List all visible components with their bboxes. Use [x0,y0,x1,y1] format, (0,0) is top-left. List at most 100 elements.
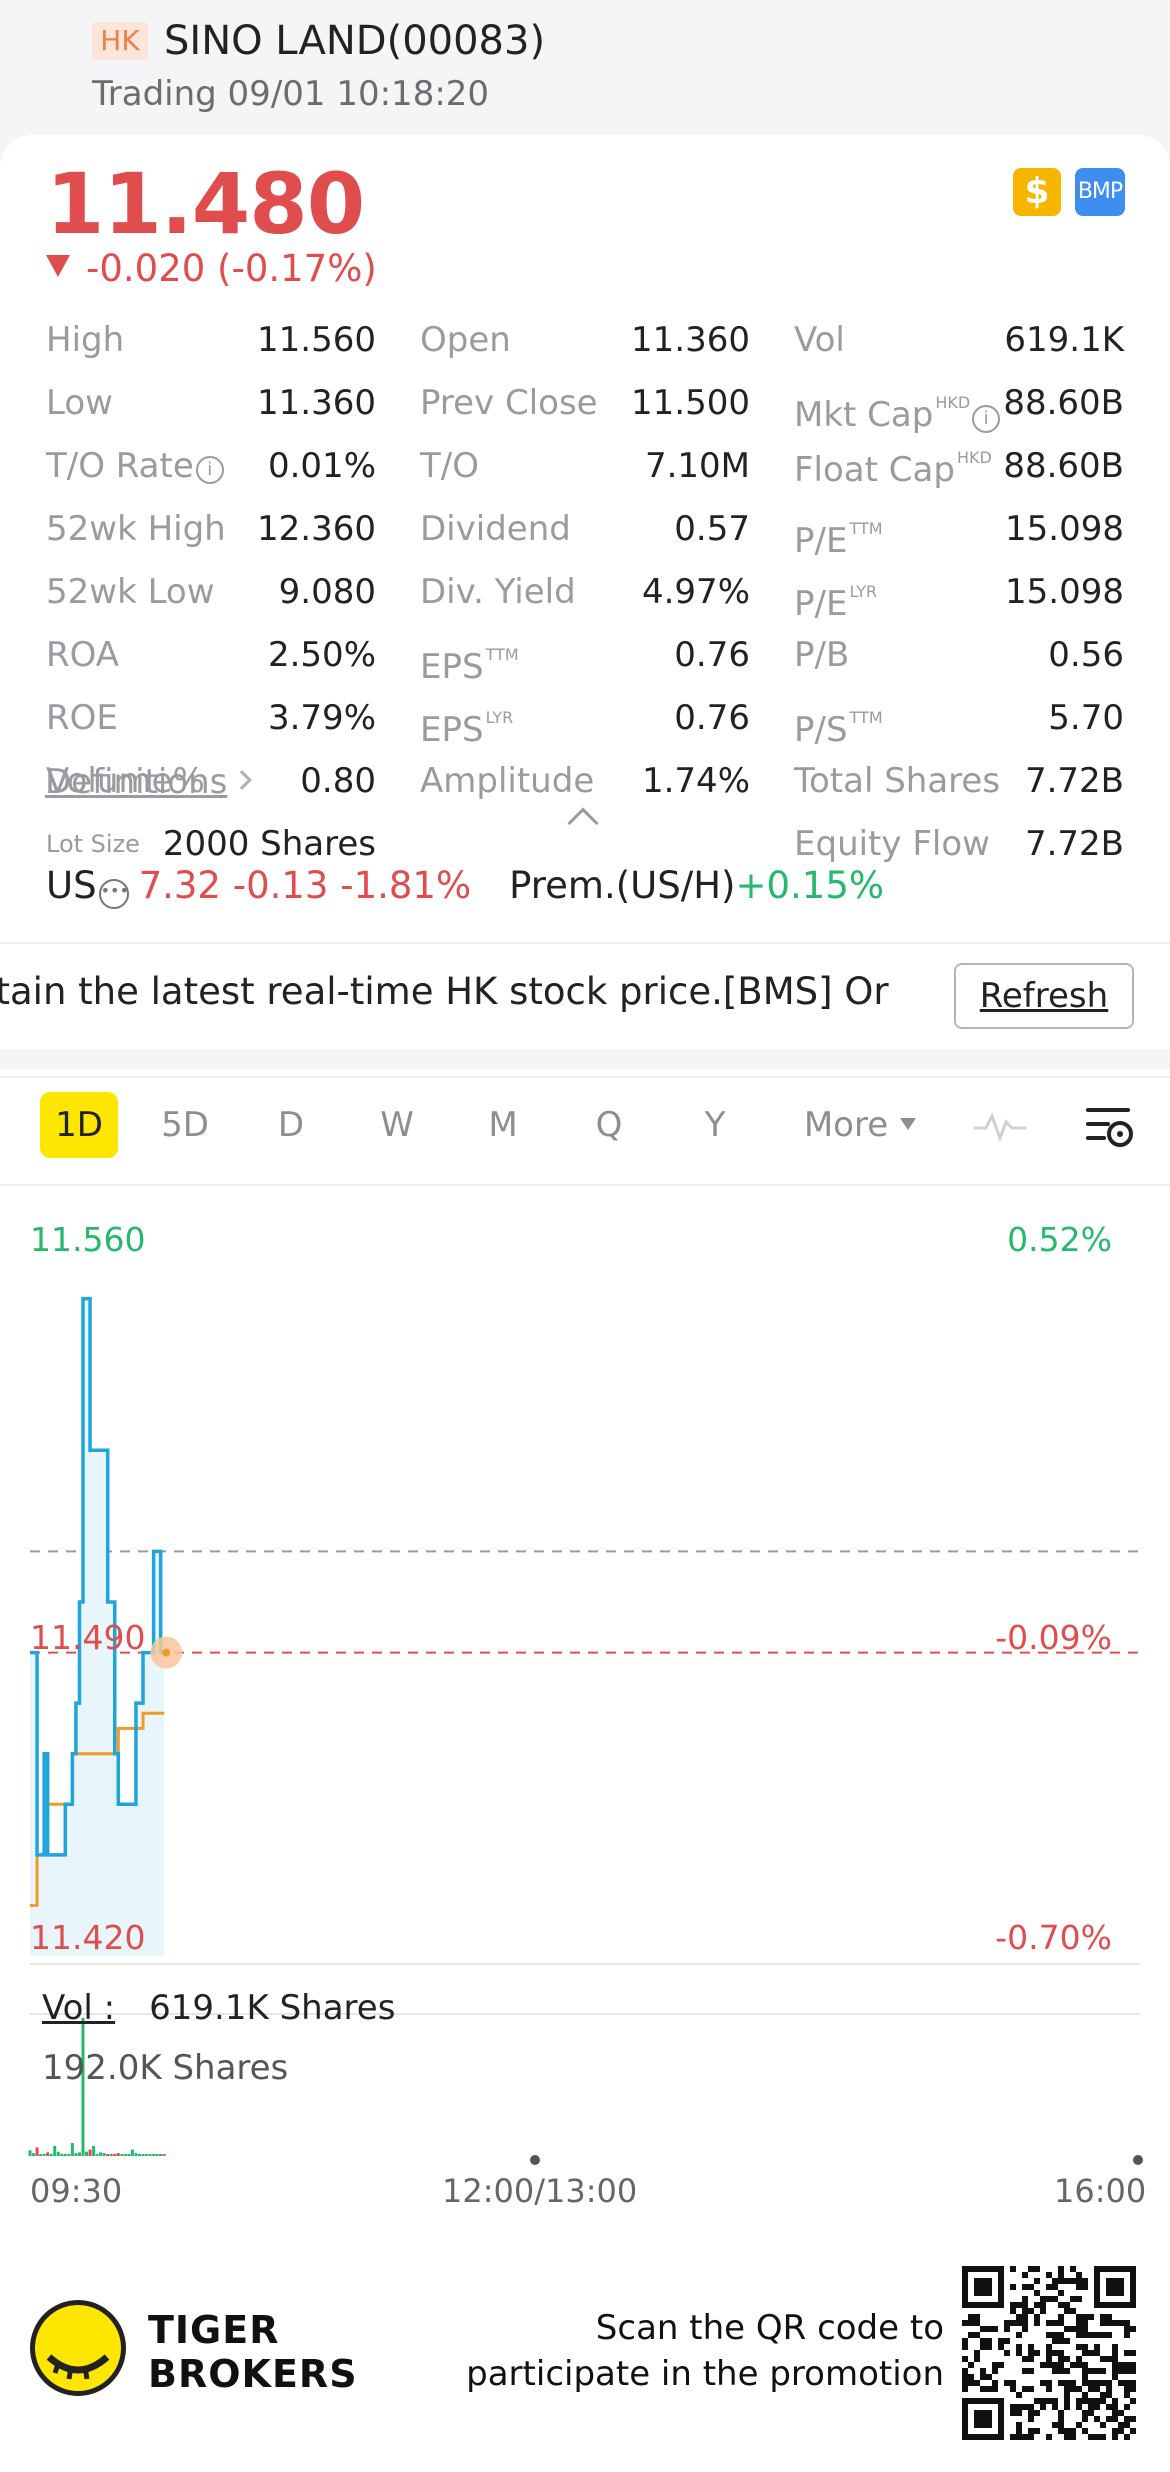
tab-m[interactable]: M [488,1105,518,1145]
tab-d[interactable]: D [277,1105,305,1145]
stat-div-yield: Div. Yield 4.97% [420,572,750,612]
volume-bar [162,2154,166,2156]
tab-more-label: More [803,1105,889,1145]
refresh-button[interactable]: Refresh [954,963,1134,1029]
stat-lot-size: Lot Size 2000 Shares [46,824,376,864]
adr-label: US [46,864,97,907]
stat-float-cap: Float Cap HKD 88.60B [794,446,1124,490]
adr-row[interactable]: US ••• 7.32 -0.13 -1.81% Prem.(US/H)+0.15% [46,864,884,909]
volume-bar [56,2151,60,2156]
price-axis-bottom: 11.420 [30,1918,146,1957]
stock-title[interactable]: SINO LAND(00083) [164,18,546,64]
volume-label[interactable]: Vol : [42,1988,116,2028]
pulse-icon[interactable] [972,1108,1028,1144]
time-start: 09:30 [30,2172,123,2210]
volume-bar [63,2154,67,2156]
tab-5d[interactable]: 5D [161,1105,209,1145]
stat-roe: ROE 3.79% [46,698,376,738]
premium-value: +0.15% [735,864,885,907]
dollar-icon[interactable]: $ [1013,168,1061,216]
volume-bar [130,2149,134,2156]
volume-bar [113,2153,117,2156]
caret-down-icon [900,1118,917,1130]
stat-total-shares: Total Shares 7.72B [794,761,1124,801]
volume-bar [42,2153,46,2156]
volume-bar [106,2154,110,2156]
volume-bar [49,2154,53,2156]
volume-bar [39,2154,43,2156]
section-separator [0,1049,1170,1069]
divider [0,1076,1170,1078]
tab-1d[interactable]: 1D [40,1092,118,1158]
volume-axis-max: 192.0K Shares [42,2048,289,2088]
chart-settings-icon[interactable] [1084,1102,1136,1152]
stat-equity-flow: Equity Flow 7.72B [794,824,1124,864]
notice-text: btain the latest real-time HK stock pric… [0,970,889,1013]
stat-vol: Vol 619.1K [794,320,1124,360]
volume-bar [70,2143,74,2156]
period-tabs: 1D 5D D W M Q Y More [0,1092,1170,1172]
tab-more[interactable]: More [790,1092,930,1158]
volume-bar [46,2152,50,2156]
volume-bar [95,2153,99,2156]
volume-bar [74,2153,78,2156]
volume-bar [99,2152,103,2156]
stat-to-rate: T/O Rate i 0.01% [46,446,376,486]
volume-bar [123,2154,127,2156]
stat-roa: ROA 2.50% [46,635,376,675]
volume-bar [145,2154,149,2156]
volume-row: Vol : 619.1K Shares [42,1988,395,2028]
volume-bar [116,2153,120,2156]
tab-w[interactable]: W [380,1105,414,1145]
stat-ps-ttm: P/S TTM 5.70 [794,698,1124,750]
stat-open: Open 11.360 [420,320,750,360]
stat-eps-ttm: EPS TTM 0.76 [420,635,750,687]
tab-y[interactable]: Y [704,1105,726,1145]
promo-footer: TIGER BROKERS Scan the QR code to partic… [0,2250,1170,2472]
volume-bar [120,2154,124,2156]
volume-bar [77,2152,81,2156]
volume-bar [35,2147,39,2156]
volume-bar [127,2154,131,2156]
definitions-link[interactable]: Definitions [45,762,253,802]
price-axis-top: 11.560 [30,1220,146,1259]
volume-bar [159,2154,163,2156]
stat-52wk-high: 52wk High 12.360 [46,509,376,549]
tab-q[interactable]: Q [595,1105,623,1145]
volume-bar [60,2153,64,2156]
trading-status: Trading 09/01 10:18:20 [92,74,490,114]
stat-mkt-cap: Mkt Cap HKDi 88.60B [794,383,1124,435]
qr-code[interactable] [962,2266,1136,2440]
pct-axis-bottom: -0.70% [995,1918,1112,1957]
stat-pe-ttm: P/E TTM 15.098 [794,509,1124,561]
price-line [30,1296,165,1857]
more-dots-icon[interactable]: ••• [98,879,129,909]
current-point [162,1648,171,1657]
divider [0,942,1170,944]
stat-52wk-low: 52wk Low 9.080 [46,572,376,612]
promo-text-line1: Scan the QR code to [595,2308,944,2348]
stat-turnover: T/O 7.10M [420,446,750,486]
intraday-chart[interactable]: 11.560 11.490 11.420 0.52% -0.09% -0.70% [0,1178,1170,2260]
divider [0,1184,1170,1186]
volume-bar [88,2149,92,2156]
volume-bar [67,2154,71,2156]
tiger-logo-icon [30,2300,126,2396]
pct-axis-mid: -0.09% [995,1618,1112,1657]
chevron-right-icon [232,770,253,790]
premium-label: Prem.(US/H) [509,864,736,907]
promo-text-line2: participate in the promotion [466,2354,944,2394]
volume-bar [32,2153,36,2156]
brand-name-line2: BROKERS [148,2352,358,2396]
stat-prev-close: Prev Close 11.500 [420,383,750,423]
market-badge: HK [92,22,148,60]
bmp-icon[interactable]: BMP [1075,168,1125,216]
info-icon[interactable]: i [972,405,1001,433]
price-axis-mid: 11.490 [30,1618,146,1657]
pct-axis-top: 0.52% [1007,1220,1112,1259]
time-tick-end [1133,2155,1143,2165]
volume-bar [141,2154,145,2156]
volume-bar [85,2151,89,2156]
volume-bar [148,2154,152,2156]
info-icon[interactable]: i [195,456,224,484]
